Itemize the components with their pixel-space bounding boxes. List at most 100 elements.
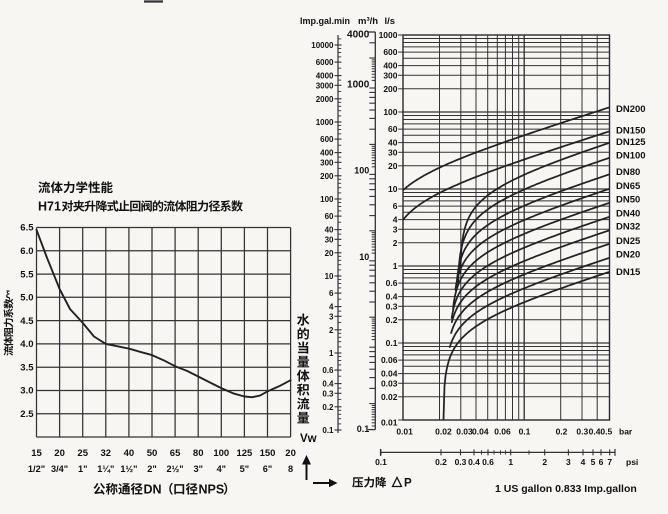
svg-text:0.1: 0.1 [322,426,334,435]
svg-text:0.02: 0.02 [381,392,398,402]
svg-text:DN150: DN150 [616,125,646,136]
svg-text:bar: bar [619,427,633,437]
svg-text:1: 1 [329,349,334,358]
svg-text:ξ: ξ [6,290,11,301]
svg-text:DN15: DN15 [616,267,641,278]
svg-text:1/2": 1/2" [28,464,45,474]
svg-text:1: 1 [393,261,398,271]
svg-text:2½": 2½" [167,464,184,474]
svg-text:100: 100 [320,195,334,204]
svg-text:DN20: DN20 [616,250,640,261]
svg-text:3/4": 3/4" [51,464,68,474]
svg-text:6: 6 [599,457,604,467]
svg-text:DN65: DN65 [616,181,641,192]
svg-text:3": 3" [193,464,202,474]
svg-text:0.6: 0.6 [482,457,494,467]
svg-text:20: 20 [54,448,65,459]
svg-text:0.1: 0.1 [386,338,398,348]
svg-text:DN40: DN40 [616,208,640,219]
svg-text:10: 10 [325,272,334,281]
svg-text:4: 4 [581,457,586,467]
svg-text:6: 6 [393,201,398,211]
svg-text:0.2: 0.2 [435,457,447,467]
svg-text:4.0: 4.0 [20,339,33,350]
svg-text:0.4: 0.4 [322,380,334,389]
svg-text:0.1: 0.1 [519,427,531,437]
svg-text:1½": 1½" [120,464,137,474]
svg-text:60: 60 [325,212,334,221]
svg-text:60: 60 [388,124,398,134]
svg-text:3000: 3000 [316,81,334,90]
svg-text:400: 400 [383,61,397,71]
svg-text:0.4: 0.4 [468,457,480,467]
svg-text:DN25: DN25 [616,236,641,247]
svg-text:80: 80 [193,448,204,459]
svg-text:2.5: 2.5 [20,409,34,420]
svg-text:0.6: 0.6 [322,366,334,375]
svg-text:6": 6" [263,464,272,474]
svg-text:125: 125 [236,448,253,459]
svg-text:10: 10 [359,252,369,262]
svg-text:4.5: 4.5 [20,316,34,327]
svg-text:100: 100 [213,448,229,459]
svg-text:2: 2 [393,238,398,248]
svg-text:l/s: l/s [385,16,396,27]
svg-text:40: 40 [388,138,398,148]
svg-text:4: 4 [329,303,334,312]
svg-text:1000: 1000 [379,30,398,40]
svg-text:2: 2 [329,326,334,335]
svg-text:0.6: 0.6 [386,278,398,288]
svg-text:0.06: 0.06 [494,427,511,437]
svg-text:1¼": 1¼" [97,464,114,474]
svg-text:6.5: 6.5 [20,223,34,234]
svg-text:200: 200 [383,84,397,94]
svg-text:5.5: 5.5 [20,269,34,280]
svg-text:3: 3 [329,312,334,321]
svg-text:DN200: DN200 [616,104,646,115]
svg-text:DN125: DN125 [616,137,646,148]
svg-text:0.01: 0.01 [396,427,413,437]
svg-text:300: 300 [383,70,397,80]
svg-text:0.3: 0.3 [386,301,398,311]
svg-text:30: 30 [388,147,398,157]
svg-text:0.3: 0.3 [576,427,588,437]
svg-text:2": 2" [147,464,156,474]
svg-text:0.04: 0.04 [472,427,489,437]
svg-text:7: 7 [607,457,612,467]
svg-text:1: 1 [508,457,513,467]
svg-text:50: 50 [147,448,158,459]
svg-text:0.03: 0.03 [456,427,473,437]
svg-text:0.1: 0.1 [357,424,370,434]
svg-text:DN50: DN50 [616,195,640,206]
svg-text:psi: psi [626,457,638,467]
svg-text:100: 100 [354,166,369,176]
svg-text:1000: 1000 [347,79,370,90]
svg-text:DN100: DN100 [616,151,646,162]
svg-text:DN: DN [144,483,162,497]
svg-text:m³/h: m³/h [358,16,378,27]
svg-text:1000: 1000 [316,118,334,127]
svg-text:6: 6 [329,289,334,298]
svg-text:5": 5" [240,464,249,474]
svg-text:NPS: NPS [199,483,225,497]
svg-text:65: 65 [170,448,181,459]
svg-text:0.02: 0.02 [435,427,452,437]
svg-text:1": 1" [78,464,87,474]
svg-text:H71: H71 [38,200,61,214]
svg-text:150: 150 [260,448,276,459]
svg-text:P: P [404,478,412,490]
svg-text:15: 15 [31,448,42,459]
svg-text:3.5: 3.5 [20,362,34,373]
svg-text:2000: 2000 [316,95,334,104]
svg-text:DN80: DN80 [616,167,640,178]
svg-text:4": 4" [217,464,226,474]
svg-text:10000: 10000 [311,41,334,50]
svg-text:1 US gallon 0.833 Imp.gallon: 1 US gallon 0.833 Imp.gallon [495,483,637,495]
svg-text:600: 600 [383,47,397,57]
svg-text:6000: 6000 [316,58,334,67]
svg-text:6.0: 6.0 [20,246,33,257]
svg-text:0.4: 0.4 [386,292,398,302]
svg-text:DN32: DN32 [616,222,640,233]
svg-text:20: 20 [285,448,296,459]
svg-text:0.4: 0.4 [589,427,601,437]
